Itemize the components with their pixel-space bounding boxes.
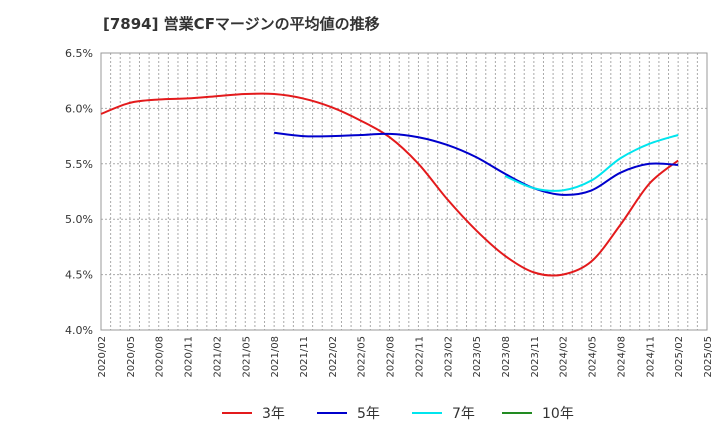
x-tick-label: 2023/08 [501,336,512,378]
x-axis-ticks: 2020/02 2020/05 2020/08 2020/11 2021/02 2021/… [97,336,714,378]
y-tick-label: 6.0% [65,102,93,115]
legend-label: 5年 [357,406,380,422]
series-line-3 [504,134,679,192]
x-tick-label: 2024/02 [559,336,570,378]
chart-title: [7894] 営業CFマージンの平均値の推移 [103,15,380,33]
y-tick-label: 6.5% [65,47,93,60]
series-lines [100,92,679,277]
y-axis-ticks: 4.0% 4.5% 5.0% 5.5% 6.0% 6.5% [65,47,93,337]
plot-border [100,52,708,331]
x-tick-label: 2025/05 [703,336,714,378]
y-tick-label: 4.5% [65,269,93,282]
x-tick-label: 2020/08 [155,336,166,378]
x-tick-label: 2021/08 [270,336,281,378]
x-tick-label: 2020/05 [126,336,137,378]
x-tick-label: 2021/02 [212,336,223,378]
x-tick-label: 2021/05 [241,336,252,378]
y-tick-label: 4.0% [65,324,93,337]
legend-label: 7年 [452,406,475,422]
x-tick-label: 2021/11 [299,336,310,378]
plot-area [101,53,707,330]
x-tick-label: 2023/05 [472,336,483,378]
series-line-2 [274,131,679,196]
legend: 3年 5年 7年 10年 [222,406,574,422]
x-tick-label: 2022/05 [357,336,368,378]
x-tick-label: 2020/02 [97,336,108,378]
legend-label: 10年 [542,406,574,422]
x-tick-label: 2023/11 [530,336,541,378]
x-tick-label: 2020/11 [184,336,195,378]
x-tick-label: 2022/08 [386,336,397,378]
y-tick-label: 5.5% [65,158,93,171]
x-tick-label: 2024/05 [588,336,599,378]
grid-lines [101,53,707,330]
x-tick-label: 2025/02 [674,336,685,378]
x-tick-label: 2022/11 [414,336,425,378]
x-tick-label: 2023/02 [443,336,454,378]
x-tick-label: 2022/02 [328,336,339,378]
x-tick-label: 2024/08 [616,336,627,378]
series-line-1 [100,92,679,277]
y-tick-label: 5.0% [65,213,93,226]
x-tick-label: 2024/11 [645,336,656,378]
legend-label: 3年 [262,406,285,422]
